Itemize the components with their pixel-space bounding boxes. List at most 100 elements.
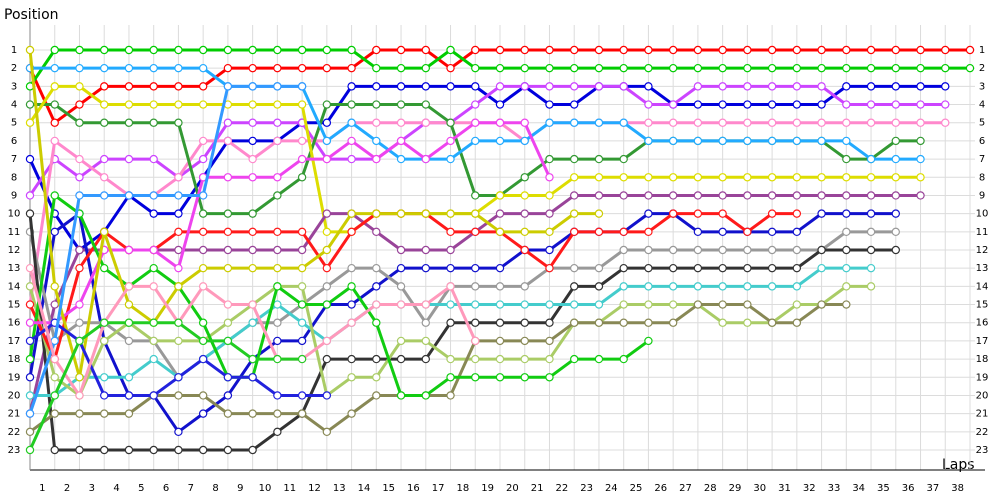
position-marker: [842, 136, 851, 146]
position-marker: [248, 63, 257, 73]
position-marker: [792, 209, 802, 218]
position-marker: [198, 82, 208, 91]
position-marker: [322, 227, 332, 237]
position-marker: [446, 318, 455, 327]
position-marker: [471, 354, 480, 364]
x-tick-label: 7: [188, 483, 194, 494]
position-marker: [743, 45, 752, 55]
position-marker: [322, 300, 332, 309]
y-tick-label: 4: [11, 100, 17, 111]
position-marker: [297, 300, 307, 309]
position-marker: [50, 100, 59, 109]
position-marker: [75, 409, 84, 418]
x-tick-label: 25: [630, 483, 643, 494]
position-marker: [322, 427, 332, 437]
position-marker: [396, 100, 406, 109]
position-marker: [198, 391, 208, 400]
position-marker: [718, 100, 727, 109]
position-marker: [545, 209, 554, 218]
position-marker: [718, 282, 727, 291]
position-marker: [545, 373, 554, 382]
position-marker: [545, 118, 554, 127]
position-marker: [668, 45, 678, 55]
position-marker: [495, 191, 505, 200]
position-marker: [372, 227, 381, 237]
position-marker: [124, 100, 134, 109]
position-marker: [866, 282, 876, 291]
position-marker: [644, 191, 653, 200]
position-marker: [273, 100, 282, 109]
position-marker: [718, 300, 727, 309]
position-marker: [916, 173, 925, 182]
position-marker: [198, 136, 208, 146]
position-marker: [174, 100, 183, 109]
position-marker: [446, 136, 455, 146]
y-tick-label-right: 9: [979, 190, 985, 201]
position-marker: [545, 82, 554, 91]
y-tick-label-right: 1: [979, 45, 985, 56]
x-tick-label: 22: [555, 483, 568, 494]
position-marker: [174, 373, 183, 382]
position-marker: [372, 391, 381, 400]
position-marker: [644, 100, 653, 109]
position-marker: [941, 63, 950, 73]
x-tick-label: 3: [89, 483, 95, 494]
position-marker: [174, 427, 183, 437]
position-marker: [446, 82, 455, 91]
y-tick-label-right: 6: [979, 136, 985, 147]
position-marker: [50, 136, 59, 146]
position-marker: [174, 336, 183, 346]
position-marker: [792, 263, 802, 273]
position-marker: [446, 282, 455, 291]
position-marker: [792, 318, 802, 327]
position-marker: [421, 354, 430, 364]
x-tick-label: 27: [679, 483, 692, 494]
position-marker: [75, 82, 84, 91]
position-marker: [891, 173, 900, 182]
x-tick-label: 36: [902, 483, 915, 494]
position-marker: [471, 373, 480, 382]
position-marker: [25, 354, 35, 364]
position-marker: [25, 427, 35, 437]
position-marker: [792, 136, 802, 146]
position-marker: [50, 391, 59, 400]
position-marker: [718, 318, 727, 327]
position-marker: [372, 373, 381, 382]
position-marker: [347, 209, 356, 218]
y-tick-label-right: 20: [976, 390, 989, 401]
position-marker: [347, 82, 356, 91]
y-tick-label-right: 16: [976, 318, 989, 329]
position-marker: [198, 445, 208, 455]
position-marker: [471, 227, 480, 237]
position-marker: [149, 45, 158, 55]
position-marker: [396, 391, 406, 400]
position-marker: [718, 191, 727, 200]
position-marker: [100, 318, 109, 327]
position-marker: [297, 173, 307, 182]
position-marker: [198, 282, 208, 291]
position-marker: [25, 118, 35, 127]
position-marker: [743, 118, 752, 127]
position-marker: [421, 154, 430, 164]
position-marker: [570, 300, 579, 309]
position-marker: [297, 82, 307, 91]
position-marker: [174, 318, 183, 327]
position-marker: [916, 63, 925, 73]
position-marker: [817, 209, 826, 218]
position-marker: [644, 173, 653, 182]
y-tick-label: 17: [8, 336, 21, 347]
position-marker: [866, 154, 876, 164]
position-marker: [520, 82, 529, 91]
position-marker: [174, 209, 183, 218]
position-marker: [792, 100, 802, 109]
position-marker: [619, 318, 628, 327]
position-marker: [25, 300, 35, 309]
position-marker: [545, 100, 554, 109]
position-marker: [248, 173, 257, 182]
y-tick-label: 15: [8, 300, 21, 311]
position-marker: [668, 209, 678, 218]
y-tick-label: 8: [11, 172, 17, 183]
position-marker: [198, 100, 208, 109]
position-marker: [545, 154, 554, 164]
position-marker: [100, 409, 109, 418]
